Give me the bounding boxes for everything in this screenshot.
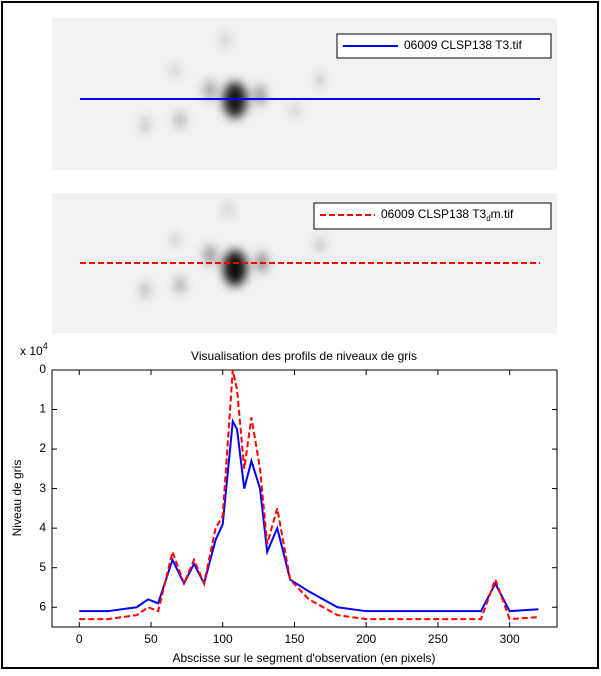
y-tick-label: 4: [39, 520, 46, 534]
data-line: [79, 418, 539, 613]
image-panel: 06009 CLSP138 T3dm.tif: [52, 193, 557, 333]
y-tick-label: 6: [39, 599, 46, 613]
y-axis-label: Niveau de gris: [10, 460, 24, 537]
legend-entry: 06009 CLSP138 T3.tif: [404, 38, 523, 52]
x-tick-label: 150: [284, 632, 304, 646]
x-tick-label: 300: [500, 632, 520, 646]
chart-title: Visualisation des profils de niveaux de …: [191, 349, 417, 363]
x-tick-label: 200: [356, 632, 376, 646]
y-tick-label: 3: [39, 481, 46, 495]
y-tick-label: 2: [39, 441, 46, 455]
legend-entry: 06009 CLSP138 T3dm.tif: [381, 207, 514, 223]
data-line: [79, 369, 539, 621]
y-tick-label: 5: [39, 560, 46, 574]
y-tick-label: 1: [39, 402, 46, 416]
image-panel: 06009 CLSP138 T3.tif: [52, 18, 557, 170]
x-tick-label: 50: [144, 632, 158, 646]
x-tick-label: 0: [76, 632, 83, 646]
y-multiplier: x 104: [20, 341, 48, 358]
x-tick-label: 250: [428, 632, 448, 646]
y-tick-label: 0: [39, 362, 46, 376]
x-tick-label: 100: [213, 632, 233, 646]
plot-area: [51, 369, 558, 628]
x-axis-label: Abscisse sur le segment d'observation (e…: [172, 651, 435, 665]
